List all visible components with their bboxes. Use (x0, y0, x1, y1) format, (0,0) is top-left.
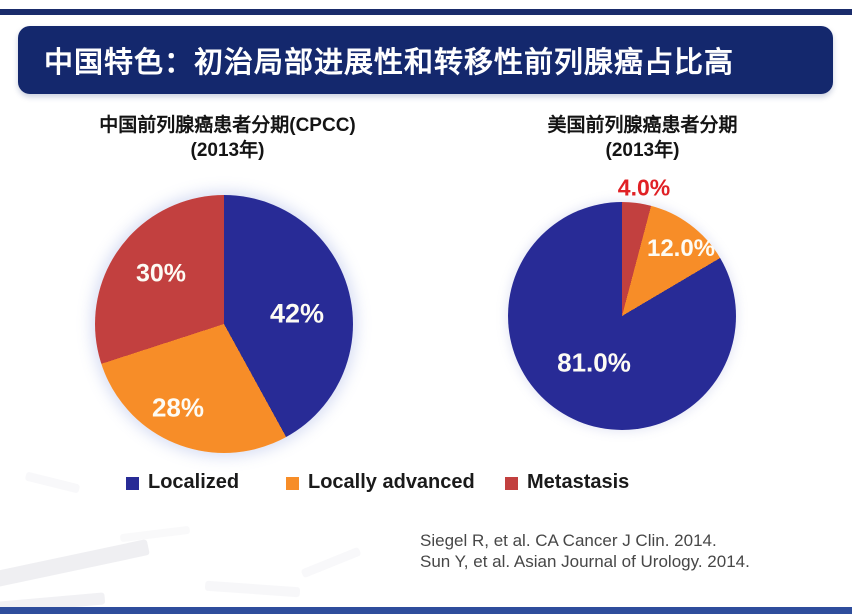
legend-label-localized: Localized (148, 471, 240, 493)
legend-item-localized: Localized (126, 471, 239, 494)
china-chart-title: 中国前列腺癌患者分期(CPCC) (2013年) (55, 113, 400, 163)
background-texture (204, 580, 301, 598)
background-texture (300, 546, 362, 579)
background-texture (119, 525, 191, 543)
china-locally-advanced-label: 28% (151, 392, 205, 423)
citations: Siegel R, et al. CA Cancer J Clin. 2014.… (420, 530, 750, 572)
china-localized-label: 42% (269, 298, 325, 329)
usa-pie-chart (508, 202, 736, 430)
usa-locally-advanced-label: 12.0% (646, 235, 716, 262)
china-metastasis-label: 30% (135, 259, 187, 288)
metastasis-swatch-icon (505, 477, 518, 490)
usa-chart-title: 美国前列腺癌患者分期 (2013年) (475, 113, 810, 163)
china-chart-title-line1: 中国前列腺癌患者分期(CPCC) (99, 115, 356, 136)
usa-chart-title-line1: 美国前列腺癌患者分期 (547, 115, 738, 136)
legend-item-metastasis: Metastasis (505, 471, 629, 494)
legend-label-metastasis: Metastasis (527, 471, 630, 493)
citation-line-2: Sun Y, et al. Asian Journal of Urology. … (420, 552, 750, 571)
usa-chart-title-line2: (2013年) (605, 140, 680, 161)
locally-advanced-swatch-icon (286, 477, 299, 490)
slide-title: 中国特色：初治局部进展性和转移性前列腺癌占比高 (44, 47, 735, 79)
china-chart-title-line2: (2013年) (190, 140, 265, 161)
citation-line-1: Siegel R, et al. CA Cancer J Clin. 2014. (420, 531, 717, 550)
usa-metastasis-label: 4.0% (617, 174, 671, 201)
background-texture (0, 539, 150, 589)
localized-swatch-icon (126, 477, 139, 490)
legend-label-locally-advanced: Locally advanced (308, 471, 475, 493)
china-pie-chart (95, 195, 353, 453)
usa-localized-label: 81.0% (557, 347, 631, 378)
top-divider-line (0, 9, 852, 15)
bottom-accent-bar (0, 607, 852, 614)
background-texture (24, 471, 81, 494)
legend-item-locally-advanced: Locally advanced (286, 471, 475, 494)
title-banner: 中国特色：初治局部进展性和转移性前列腺癌占比高 (18, 26, 833, 94)
